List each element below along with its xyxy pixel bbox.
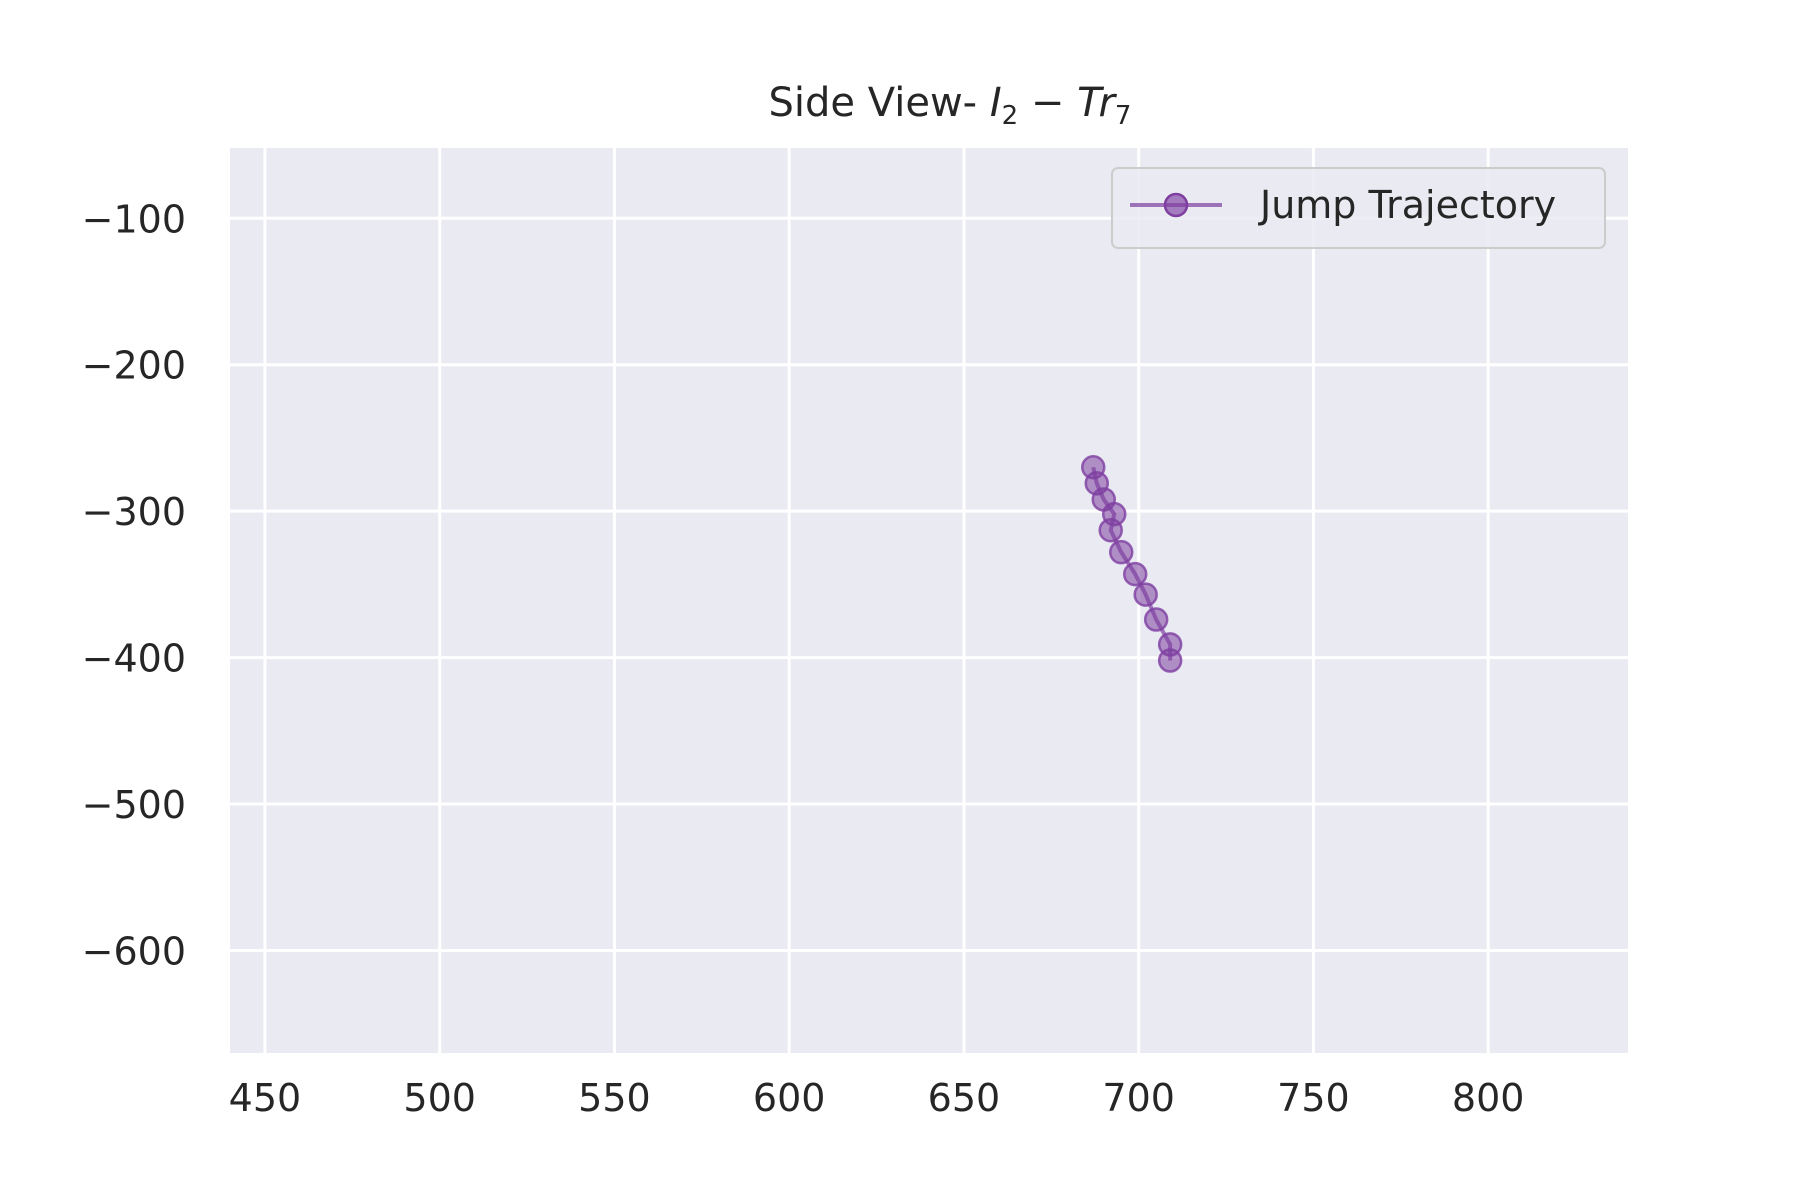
y-axis-ticks: −100 −200 −300 −400 −500 −600: [82, 197, 186, 973]
data-point: [1108, 539, 1134, 565]
x-tick-label: 550: [578, 1076, 651, 1120]
legend-box: [1111, 167, 1606, 249]
x-tick-label: 450: [229, 1076, 302, 1120]
legend-marker-swatch: [1163, 192, 1189, 218]
grid: [230, 148, 1628, 1053]
x-axis-ticks: 450 500 550 600 650 700 750 800: [229, 1076, 1525, 1120]
y-tick-label: −300: [82, 490, 186, 534]
chart-title: Side View- I2 − Tr7: [769, 80, 1132, 131]
x-tick-label: 650: [928, 1076, 1001, 1120]
legend: Jump Trajectory: [1111, 167, 1606, 249]
series-jump-trajectory: [1081, 454, 1183, 673]
x-tick-label: 800: [1452, 1076, 1525, 1120]
legend-label: Jump Trajectory: [1258, 183, 1556, 227]
x-tick-label: 750: [1277, 1076, 1350, 1120]
x-tick-label: 500: [403, 1076, 476, 1120]
data-point: [1122, 561, 1148, 587]
data-point: [1133, 582, 1158, 607]
y-tick-label: −100: [82, 197, 186, 241]
y-tick-label: −200: [82, 344, 186, 388]
y-tick-label: −400: [82, 637, 186, 681]
x-tick-label: 700: [1102, 1076, 1175, 1120]
data-point: [1157, 648, 1183, 673]
x-tick-label: 600: [753, 1076, 826, 1120]
plot-area: [230, 148, 1628, 1053]
y-tick-label: −500: [82, 783, 186, 827]
y-tick-label: −600: [82, 929, 186, 973]
data-point: [1143, 607, 1169, 632]
data-point: [1098, 517, 1123, 543]
